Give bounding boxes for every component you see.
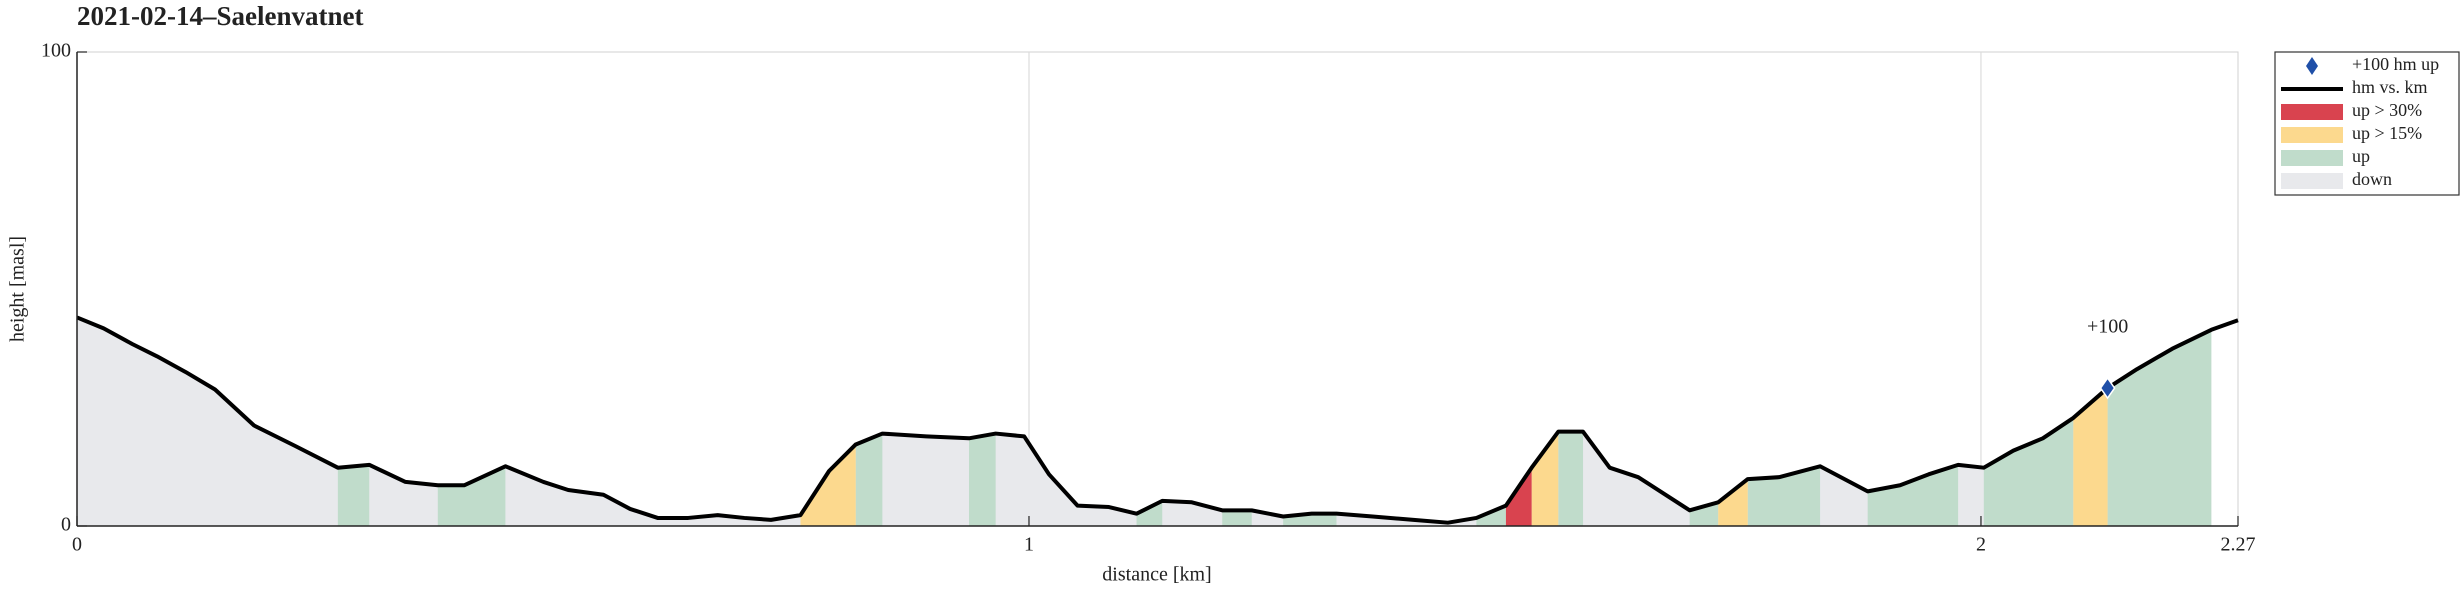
fill-segment [2107,329,2212,526]
x-axis-label: distance [km] [1102,564,1211,586]
fill-segment [1222,510,1252,526]
y-tick-label: 0 [61,514,71,536]
y-axis-label: height [masl] [7,236,29,342]
profile-line [76,315,2239,525]
fill-segment [337,464,370,526]
fill-segment [1867,464,1959,526]
legend-label: hm vs. km [2352,77,2428,97]
fill-segment [1136,500,1163,526]
fill-segment [2073,388,2108,526]
legend-label: up > 15% [2352,123,2422,143]
legend-label: down [2352,169,2392,189]
fill-segment [437,466,506,526]
fill-segment [1983,417,2074,526]
legend-swatch [2281,127,2343,143]
fill-segment [969,433,996,526]
fill-segment [1531,431,1559,526]
legend-label: up > 30% [2352,100,2422,120]
fill-segment [1558,431,1584,526]
fill-segment [1718,479,1748,526]
fill-segment [1747,466,1821,526]
legend-label: up [2352,146,2370,166]
legend-swatch [2281,173,2343,189]
chart-title: 2021-02-14–Saelenvatnet [77,1,363,31]
fill-segment [1505,467,1532,526]
x-tick-label: 0 [72,534,82,556]
plot-frame [76,51,2239,527]
legend-box [2274,51,2460,196]
legend-swatch [2281,104,2343,120]
legend-swatch [2281,150,2343,166]
fill-segment [800,444,856,526]
x-tick-label: 2.27 [2221,534,2256,556]
y-tick-label: 100 [41,40,71,62]
legend-label: +100 hm up [2352,54,2439,74]
x-tick-label: 1 [1024,534,1034,556]
fill-segment [855,433,883,526]
marker-label: +100 [2087,316,2128,338]
marker [2099,376,2116,400]
x-tick-label: 2 [1976,534,1986,556]
legend-marker [2306,57,2318,75]
fill-segment [1689,502,1719,526]
